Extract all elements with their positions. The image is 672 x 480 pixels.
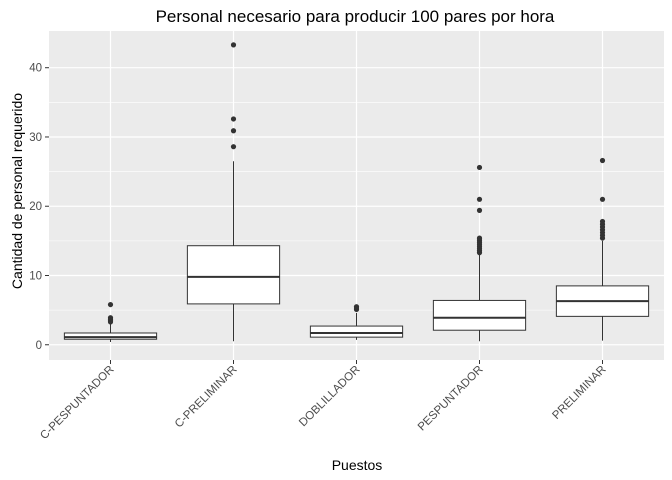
y-tick-label: 10 [29, 270, 42, 282]
x-tick-label: C-PRELIMINAR [173, 364, 240, 431]
box-pespuntador [432, 164, 527, 342]
chart-title: Personal necesario para producir 100 par… [156, 7, 555, 26]
outlier-point [353, 304, 360, 310]
outlier-point [230, 116, 237, 122]
box-preliminar [555, 157, 650, 341]
x-axis: C-PESPUNTADOR C-PRELIMINAR DOBLILLADOR PESP… [38, 360, 609, 442]
box-c-preliminar [186, 42, 281, 342]
outlier-point [230, 128, 237, 134]
outlier-point [599, 196, 606, 202]
x-axis-title: Puestos [332, 457, 383, 473]
y-axis-title: Cantidad de personal requerido [9, 93, 25, 289]
outlier-point [107, 315, 114, 321]
box-c-pespuntador [63, 301, 158, 342]
y-axis: 0 10 20 30 40 [29, 63, 49, 352]
outlier-point [476, 164, 483, 171]
outlier-point [107, 301, 114, 308]
box-iqr [186, 245, 281, 305]
outlier-point [476, 207, 483, 213]
outlier-point [599, 218, 606, 225]
box-iqr [309, 325, 404, 338]
x-tick-label: PESPUNTADOR [416, 364, 486, 434]
box-iqr [63, 332, 158, 340]
y-tick-label: 20 [29, 201, 42, 213]
outlier-point [476, 196, 483, 202]
box-doblillador [309, 304, 404, 340]
x-tick-label: PRELIMINAR [550, 364, 608, 422]
box-series [63, 42, 650, 342]
outlier-point [230, 42, 237, 48]
outlier-point [599, 157, 606, 164]
y-tick-label: 30 [29, 132, 42, 144]
outlier-point [230, 144, 237, 150]
y-tick-label: 40 [29, 63, 42, 75]
box-iqr [432, 299, 527, 331]
x-tick-label: DOBLILLADOR [297, 364, 362, 429]
outlier-point [476, 235, 483, 241]
x-tick-label: C-PESPUNTADOR [38, 364, 116, 442]
y-tick-label: 0 [36, 340, 42, 352]
